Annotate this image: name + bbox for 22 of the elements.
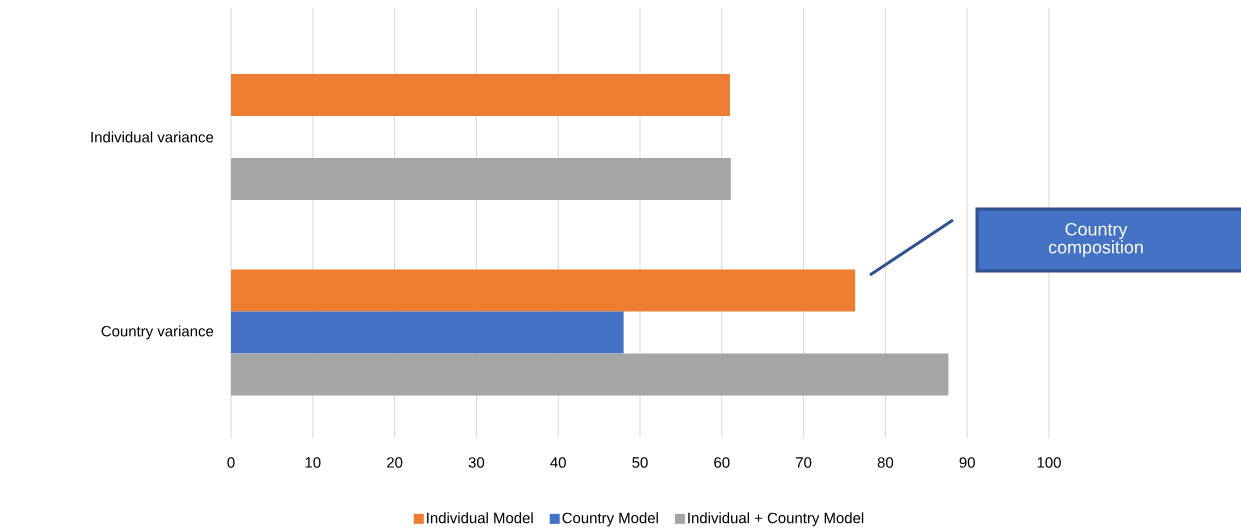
x-tick-label: 60 <box>714 457 730 468</box>
bar <box>231 158 731 200</box>
x-tick-label: 70 <box>796 457 812 468</box>
legend-label: Country Model <box>562 512 658 527</box>
x-tick-label: 30 <box>468 457 485 468</box>
y-tick-label: Individual variance <box>91 131 214 143</box>
x-tick-label: 10 <box>305 457 321 468</box>
bar <box>231 269 856 312</box>
bar <box>231 353 949 396</box>
bar <box>231 311 624 354</box>
legend-label: Individual + Country Model <box>688 512 864 527</box>
annotation: Country composition <box>1048 222 1143 258</box>
x-tick-label: 0 <box>227 457 235 468</box>
legend-label: Individual Model <box>427 512 533 524</box>
bar <box>231 74 730 116</box>
x-tick-label: 20 <box>387 457 403 468</box>
x-tick-label: 40 <box>550 457 566 468</box>
y-tick-label: Country variance <box>101 325 214 340</box>
x-tick-label: 50 <box>632 457 648 468</box>
x-tick-label: 100 <box>1037 457 1061 468</box>
x-tick-label: 80 <box>877 457 894 468</box>
x-tick-label: 90 <box>959 457 975 468</box>
